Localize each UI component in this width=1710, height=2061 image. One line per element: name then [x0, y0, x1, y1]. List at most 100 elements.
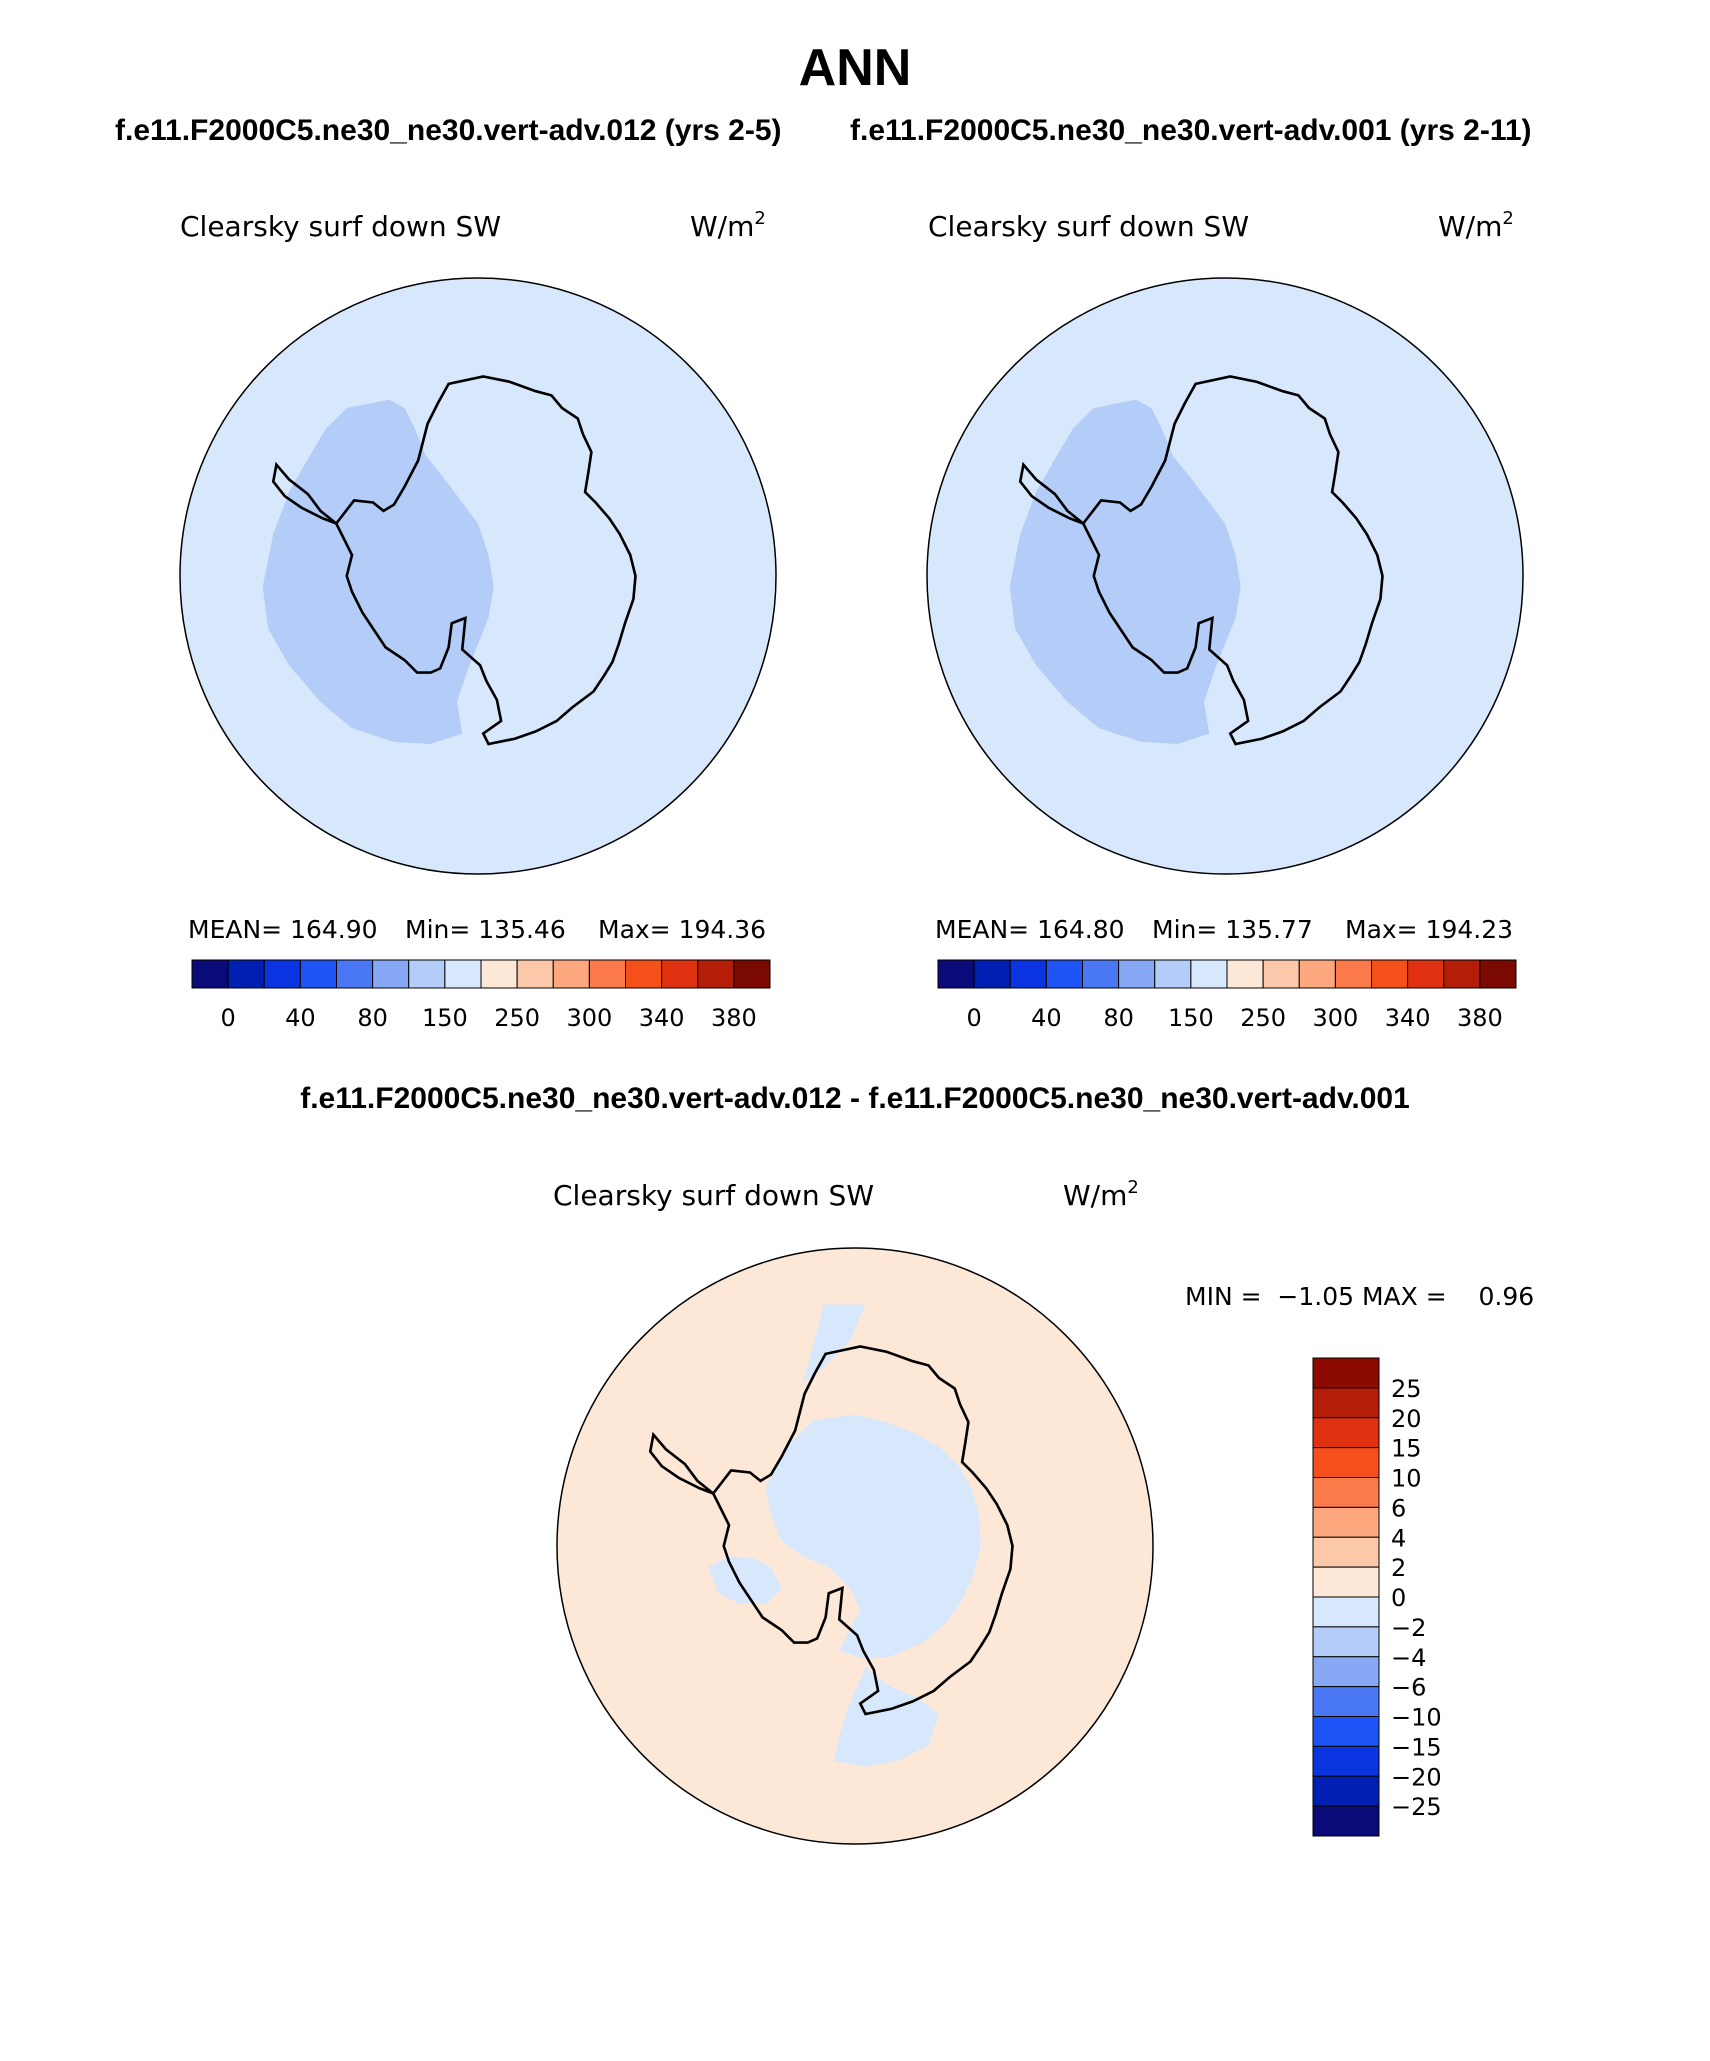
panel2-colorbar-label: 0	[966, 1004, 981, 1032]
diff-colorbar-swatch	[1312, 1656, 1380, 1688]
panel2-colorbar-swatch	[1226, 959, 1264, 989]
diff-colorbar-swatch	[1312, 1477, 1380, 1508]
diff-colorbar-swatch	[1312, 1536, 1380, 1568]
panel1-colorbar-label: 0	[220, 1004, 235, 1032]
panel1-colorbar-swatch	[299, 959, 337, 989]
panel2-colorbar-swatch	[1479, 959, 1517, 989]
diff-colorbar-swatch	[1312, 1506, 1380, 1538]
diff-units-label: W/m2	[1063, 1177, 1139, 1212]
diff-units-sup: 2	[1127, 1177, 1138, 1198]
panel2-colorbar: 0 40 80 150 250 300 340 380	[937, 959, 1517, 1032]
diff-colorbar-swatch	[1312, 1745, 1380, 1777]
diff-map	[556, 1247, 1154, 1845]
diff-colorbar-label: −2	[1391, 1614, 1426, 1642]
panel1-colorbar-swatch	[408, 959, 446, 989]
panel2-colorbar-label: 380	[1457, 1004, 1503, 1032]
panel1-colorbar-swatch	[516, 959, 554, 989]
panel2-units-sup: 2	[1502, 208, 1513, 229]
diff-colorbar-swatch	[1312, 1775, 1380, 1807]
diff-colorbar-label: 0	[1391, 1584, 1406, 1612]
panel2-colorbar-label: 300	[1312, 1004, 1358, 1032]
panel1-colorbar-swatch	[480, 959, 518, 989]
panel2-colorbar-swatch	[1262, 959, 1300, 989]
diff-colorbar-label: 4	[1391, 1524, 1406, 1552]
panel1-colorbar-label: 150	[422, 1004, 468, 1032]
panel1-colorbar-swatch	[552, 959, 590, 989]
panel2-max-stat: Max= 194.23	[1345, 915, 1513, 944]
panel2-colorbar-swatch	[1118, 959, 1156, 989]
panel2-colorbar-swatch	[937, 959, 975, 989]
panel1-colorbar: 0 40 80 150 250 300 340 380	[191, 959, 771, 1032]
diff-colorbar-swatch	[1312, 1447, 1380, 1478]
panel1-colorbar-swatch	[697, 959, 735, 989]
diff-colorbar-label: −6	[1391, 1674, 1426, 1702]
panel2-colorbar-label: 80	[1103, 1004, 1134, 1032]
panel2-colorbar-swatch	[1009, 959, 1047, 989]
diff-colorbar-swatch	[1312, 1387, 1380, 1419]
diff-colorbar-label: 2	[1391, 1554, 1406, 1582]
diff-colorbar-swatch	[1312, 1686, 1380, 1717]
panel1-colorbar-label: 380	[711, 1004, 757, 1032]
panel2-colorbar-swatch	[1154, 959, 1192, 989]
diff-colorbar-swatch	[1312, 1357, 1380, 1389]
panel1-colorbar-swatch	[444, 959, 482, 989]
panel2-colorbar-label: 40	[1031, 1004, 1062, 1032]
panel2-colorbar-swatch	[1045, 959, 1083, 989]
panel2-colorbar-swatch	[1190, 959, 1228, 989]
diff-colorbar-label: 10	[1391, 1465, 1422, 1493]
diff-colorbar-swatch	[1312, 1626, 1380, 1658]
panel2-colorbar-swatch	[1298, 959, 1336, 989]
panel1-mean-stat: MEAN= 164.90	[188, 915, 378, 944]
panel1-colorbar-swatch	[191, 959, 229, 989]
panel1-colorbar-label: 80	[357, 1004, 388, 1032]
case1-header: f.e11.F2000C5.ne30_ne30.vert-adv.012 (yr…	[115, 114, 782, 147]
panel1-units-sup: 2	[754, 208, 765, 229]
panel1-colorbar-swatch	[588, 959, 626, 989]
diff-colorbar-label: −10	[1391, 1704, 1442, 1732]
panel2-units-label: W/m2	[1438, 208, 1514, 243]
panel1-colorbar-label: 300	[566, 1004, 612, 1032]
panel1-colorbar-label: 250	[494, 1004, 540, 1032]
panel1-colorbar-swatch	[336, 959, 374, 989]
panel1-max-stat: Max= 194.36	[598, 915, 766, 944]
panel1-colorbar-swatch	[733, 959, 771, 989]
panel2-mean-stat: MEAN= 164.80	[935, 915, 1125, 944]
panel2-colorbar-swatch	[1082, 959, 1120, 989]
panel2-map	[926, 277, 1524, 875]
panel2-colorbar-swatch	[1443, 959, 1481, 989]
panel1-colorbar-swatch	[625, 959, 663, 989]
case2-header: f.e11.F2000C5.ne30_ne30.vert-adv.001 (yr…	[850, 114, 1532, 147]
panel2-colorbar-label: 150	[1168, 1004, 1214, 1032]
diff-header: f.e11.F2000C5.ne30_ne30.vert-adv.012 - f…	[300, 1082, 1410, 1115]
panel1-colorbar-label: 340	[639, 1004, 685, 1032]
diff-colorbar-label: −15	[1391, 1733, 1442, 1761]
panel2-colorbar-label: 340	[1385, 1004, 1431, 1032]
diff-colorbar-label: 20	[1391, 1405, 1422, 1433]
diff-colorbar-swatch	[1312, 1805, 1380, 1837]
panel1-units-label: W/m2	[690, 208, 766, 243]
panel1-units-base: W/m	[690, 210, 754, 243]
diff-colorbar-swatch	[1312, 1417, 1380, 1449]
panel1-map	[179, 277, 777, 875]
panel1-colorbar-swatch	[263, 959, 301, 989]
panel1-colorbar-swatch	[227, 959, 265, 989]
panel1-colorbar-label: 40	[285, 1004, 316, 1032]
panel1-min-stat: Min= 135.46	[405, 915, 566, 944]
panel2-colorbar-swatch	[1334, 959, 1372, 989]
diff-colorbar-label: 6	[1391, 1494, 1406, 1522]
panel2-colorbar-swatch	[973, 959, 1011, 989]
diff-minmax-stat: MIN = −1.05 MAX = 0.96	[1185, 1282, 1534, 1311]
diff-units-base: W/m	[1063, 1179, 1127, 1212]
panel2-colorbar-label: 250	[1240, 1004, 1286, 1032]
diff-colorbar-label: 25	[1391, 1375, 1422, 1403]
diff-variable-label: Clearsky surf down SW	[553, 1179, 874, 1212]
diff-colorbar-label: −20	[1391, 1763, 1442, 1791]
diff-colorbar-label: −25	[1391, 1793, 1442, 1821]
diff-colorbar-swatch	[1312, 1596, 1380, 1628]
panel2-units-base: W/m	[1438, 210, 1502, 243]
panel2-colorbar-swatch	[1407, 959, 1445, 989]
diff-colorbar-swatch	[1312, 1716, 1380, 1747]
panel1-colorbar-swatch	[661, 959, 699, 989]
